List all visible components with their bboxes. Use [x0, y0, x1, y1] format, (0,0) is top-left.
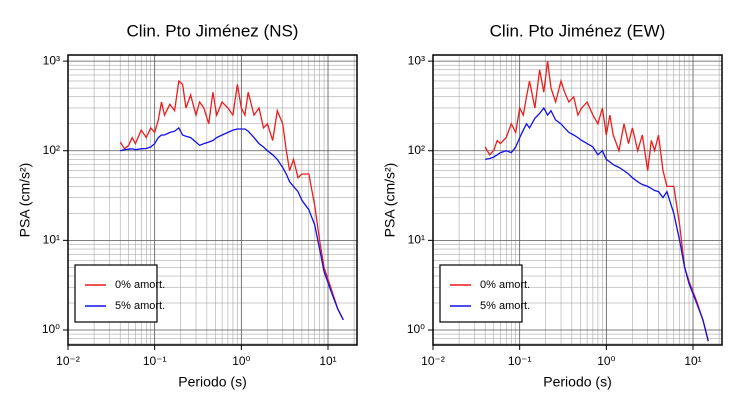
x-tick-label: 10⁰: [597, 354, 615, 368]
x-tick-label: 10⁻²: [56, 354, 80, 368]
legend-box: [439, 264, 523, 323]
plot-frame: [67, 54, 358, 346]
series-line: [484, 61, 709, 342]
x-tick-label: 10⁰: [232, 354, 250, 368]
x-tick-label: 10⁻¹: [508, 354, 532, 368]
x-tick-label: 10⁻²: [421, 354, 445, 368]
x-tick-label: 10¹: [319, 354, 336, 368]
plot-frame: [432, 54, 723, 346]
y-tick-label: 10³: [43, 53, 60, 67]
y-axis-label: PSA (cm/s²): [17, 163, 33, 238]
legend-label: 5% amort.: [115, 300, 165, 312]
x-axis-label: Periodo (s): [178, 374, 246, 390]
y-tick-label: 10¹: [43, 233, 60, 247]
y-tick-label: 10⁰: [407, 322, 425, 336]
y-tick-label: 10²: [408, 143, 425, 157]
y-tick-label: 10³: [408, 53, 425, 67]
legend-label: 0% amort.: [115, 279, 165, 291]
x-tick-label: 10¹: [684, 354, 701, 368]
y-axis-label: PSA (cm/s²): [382, 163, 398, 238]
legend-label: 0% amort.: [480, 279, 530, 291]
y-tick-label: 10¹: [408, 233, 425, 247]
y-tick-label: 10²: [43, 143, 60, 157]
legend-label: 5% amort.: [480, 300, 530, 312]
series-line: [485, 106, 709, 342]
series-line: [119, 79, 344, 321]
chart-title: Clin. Pto Jiménez (NS): [127, 21, 299, 40]
x-tick-label: 10⁻¹: [143, 354, 167, 368]
chart-title: Clin. Pto Jiménez (EW): [490, 21, 666, 40]
legend-box: [74, 264, 158, 323]
x-axis-label: Periodo (s): [543, 374, 611, 390]
y-tick-label: 10⁰: [42, 322, 60, 336]
series-line: [120, 126, 344, 321]
